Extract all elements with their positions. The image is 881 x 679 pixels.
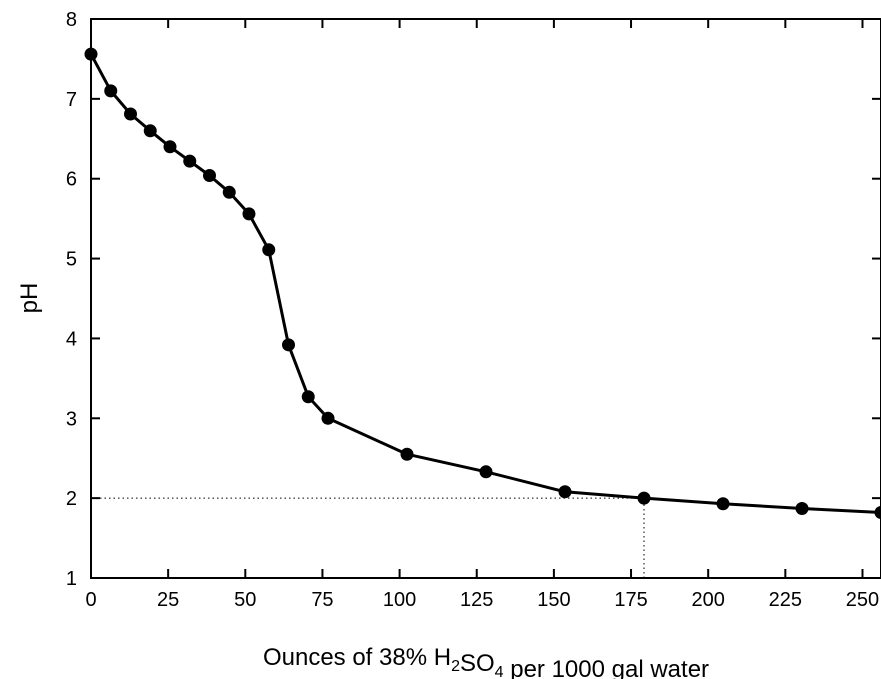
data-point	[558, 485, 572, 499]
x-axis-label-text: Ounces of 38% H	[263, 644, 451, 671]
x-tick-label: 125	[460, 589, 493, 611]
y-tick-label: 2	[66, 488, 77, 510]
data-point	[400, 447, 414, 461]
x-tick-label: 75	[311, 589, 333, 611]
x-axis-label: Ounces of 38% H2SO4 per 1000 gal water	[263, 644, 709, 679]
data-point	[637, 491, 651, 505]
data-point	[104, 84, 118, 98]
y-tick-label: 4	[66, 328, 77, 350]
data-point	[143, 124, 157, 138]
axis-ticks	[90, 18, 881, 579]
x-axis-label-subscript: 4	[495, 664, 504, 679]
data-point	[124, 107, 137, 121]
plot-frame	[90, 18, 881, 579]
tick-labels: 0 25 50 75 100 125 150 175 200 225 250 1 2 3 4 5 6 7 8	[66, 9, 879, 611]
data-point	[321, 411, 335, 425]
x-tick-label: 50	[234, 589, 256, 611]
x-tick-label: 200	[692, 589, 725, 611]
data-point	[795, 502, 809, 516]
x-tick-label: 175	[614, 589, 647, 611]
x-tick-label: 25	[157, 589, 179, 611]
data-point	[242, 207, 256, 221]
x-tick-label: 150	[537, 589, 570, 611]
x-axis-label-subscript: 2	[451, 658, 460, 675]
y-tick-label: 7	[66, 89, 77, 111]
x-tick-label: 0	[85, 589, 96, 611]
data-point	[262, 243, 276, 257]
y-tick-label: 6	[66, 169, 77, 191]
series-line	[89, 53, 881, 514]
series-layer	[84, 47, 881, 520]
x-axis-label-text: SO	[460, 650, 495, 677]
x-tick-label: 100	[383, 589, 416, 611]
y-tick-label: 8	[66, 9, 77, 31]
data-point	[301, 390, 315, 404]
y-tick-label: 5	[66, 249, 77, 271]
data-point	[716, 497, 730, 511]
data-point	[163, 140, 177, 154]
x-tick-label: 225	[769, 589, 802, 611]
data-point	[203, 169, 216, 183]
y-tick-label: 3	[66, 408, 77, 430]
data-point	[222, 185, 236, 199]
x-tick-label: 250	[846, 589, 879, 611]
y-tick-label: 1	[66, 568, 77, 590]
reference-lines	[91, 497, 645, 578]
data-point	[183, 154, 197, 168]
data-point	[479, 465, 493, 479]
data-point	[874, 506, 881, 520]
x-axis-label-text: per 1000 gal water	[504, 656, 709, 679]
y-axis-label: pH	[16, 283, 43, 314]
data-point	[282, 338, 295, 352]
